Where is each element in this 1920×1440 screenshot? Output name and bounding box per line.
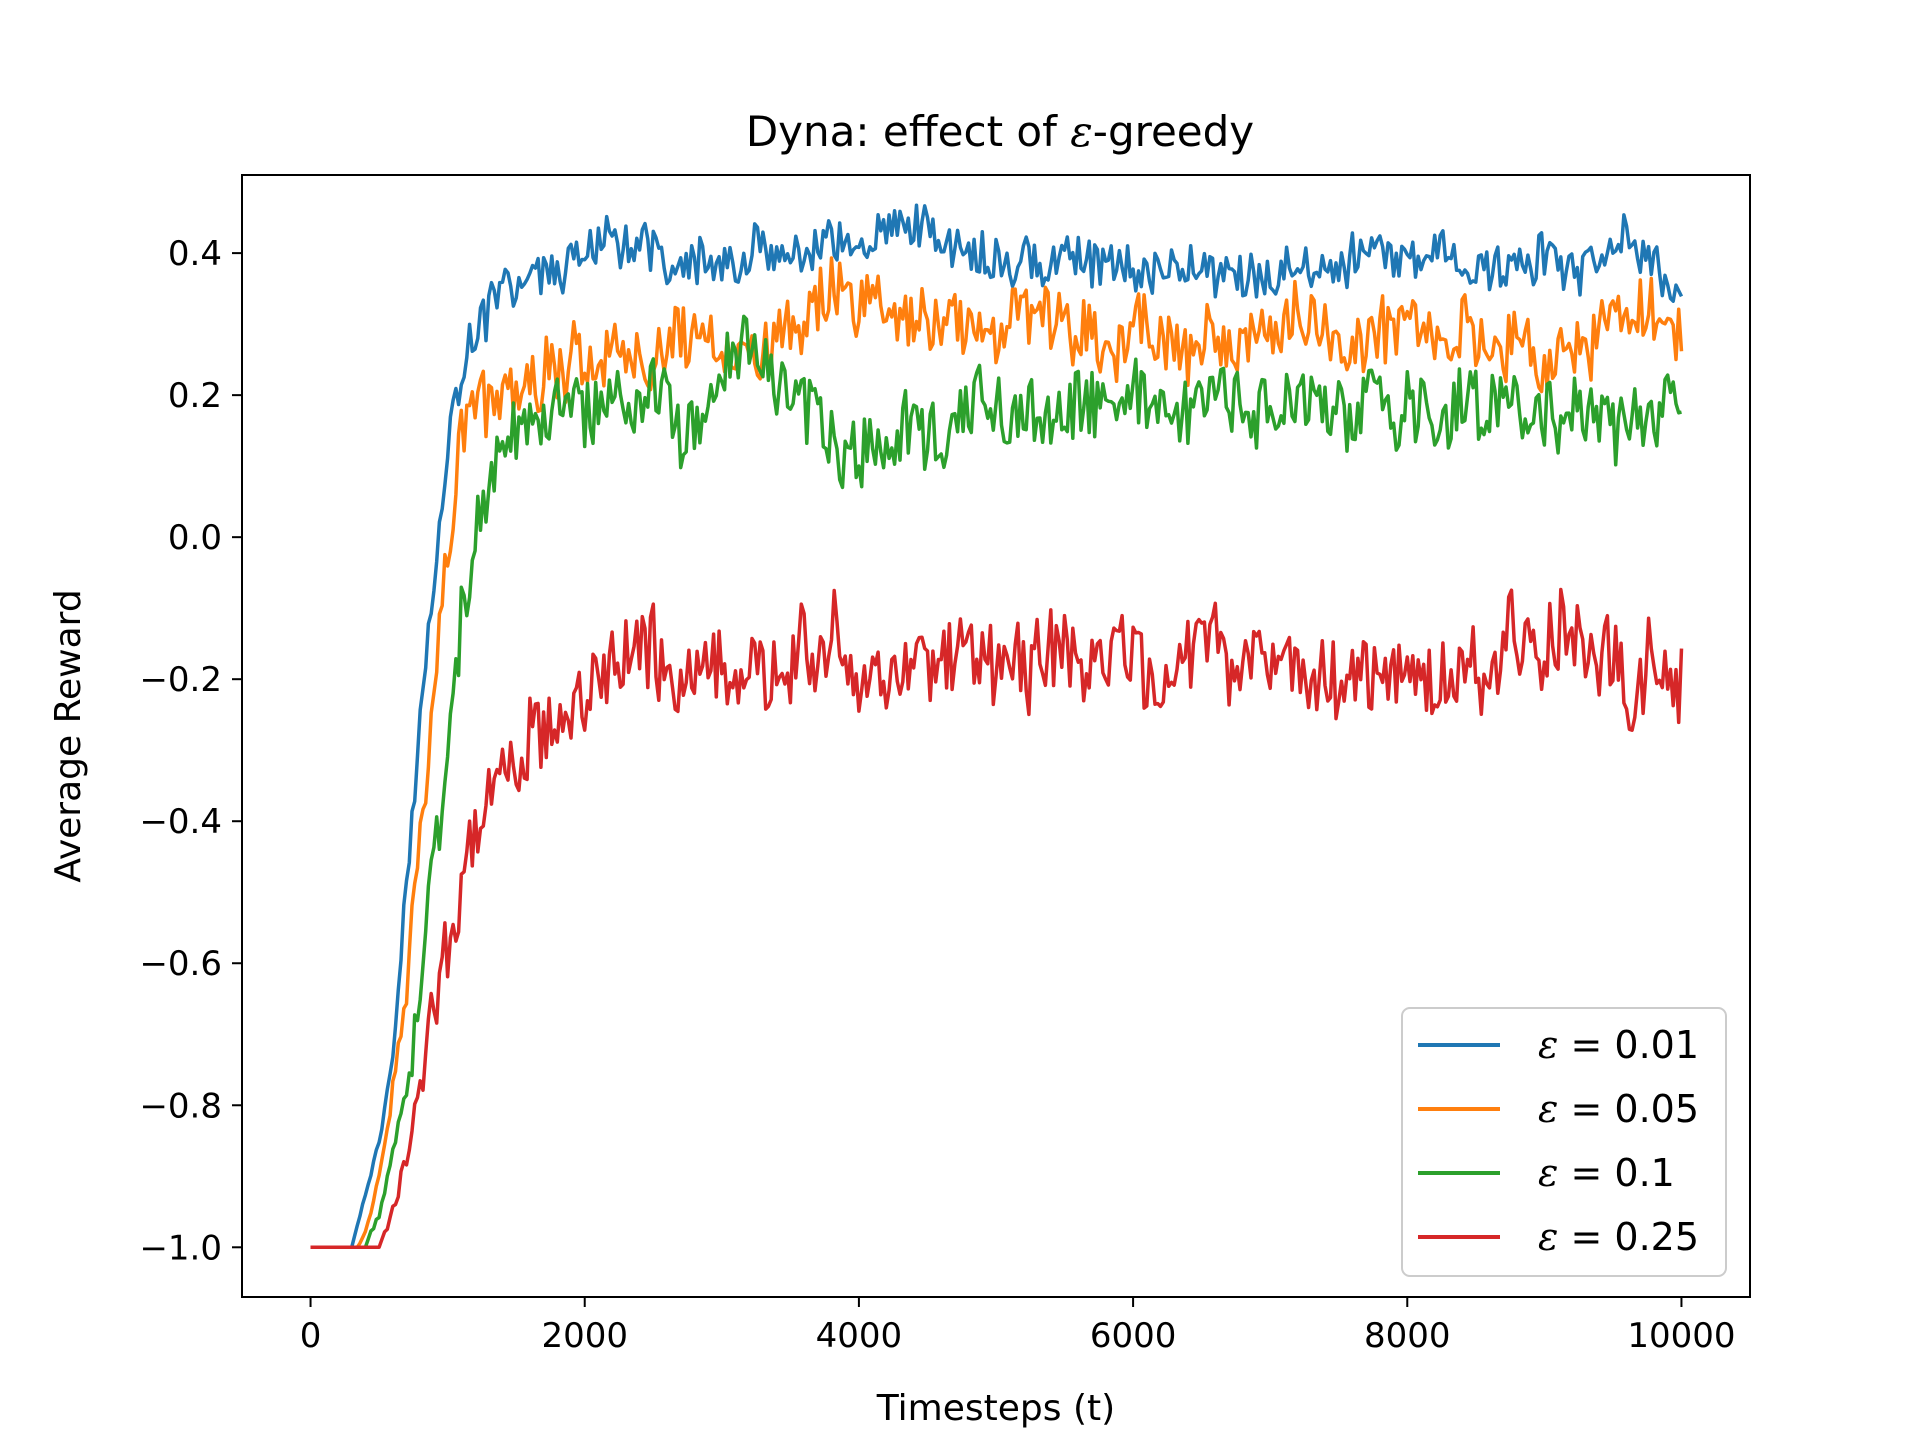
y-tick-label: −0.8 [139,1086,222,1126]
y-axis: −1.0 −0.8 −0.6 −0.4 −0.2 0.0 0.2 0.4 [139,234,242,1268]
series-line [310,314,1682,1250]
x-tick-label: 8000 [1364,1316,1451,1356]
legend-label: ε = 0.05 [1538,1087,1699,1131]
chart-title: Dyna: effect of ε-greedy [746,107,1254,156]
y-tick-label: 0.4 [168,234,222,274]
y-axis-label: Average Reward [48,589,89,882]
x-tick-label: 4000 [816,1316,903,1356]
series-line [310,587,1684,1250]
y-tick-label: 0.2 [168,376,222,416]
y-tick-label: −0.2 [139,660,222,700]
legend: ε = 0.01 ε = 0.05 ε = 0.1 ε = 0.25 [1401,1007,1727,1277]
legend-label: ε = 0.01 [1538,1023,1699,1067]
x-tick-label: 2000 [541,1316,628,1356]
y-tick-label: −0.6 [139,944,222,984]
legend-label: ε = 0.1 [1538,1151,1675,1195]
legend-box [1401,1007,1727,1277]
x-tick-label: 0 [300,1316,322,1356]
series-line [310,203,1684,1250]
y-tick-label: −1.0 [139,1228,222,1268]
legend-label: ε = 0.25 [1538,1215,1699,1259]
plot-area-frame [241,174,1751,1298]
x-tick-label: 6000 [1090,1316,1177,1356]
x-axis-label: Timesteps (t) [876,1388,1115,1429]
y-tick-label: 0.0 [168,518,222,558]
x-axis: 0 2000 4000 6000 8000 10000 [300,1297,1736,1356]
series-line [310,256,1684,1250]
y-tick-label: −0.4 [139,802,222,842]
x-tick-label: 10000 [1627,1316,1735,1356]
series-layer [310,203,1684,1250]
